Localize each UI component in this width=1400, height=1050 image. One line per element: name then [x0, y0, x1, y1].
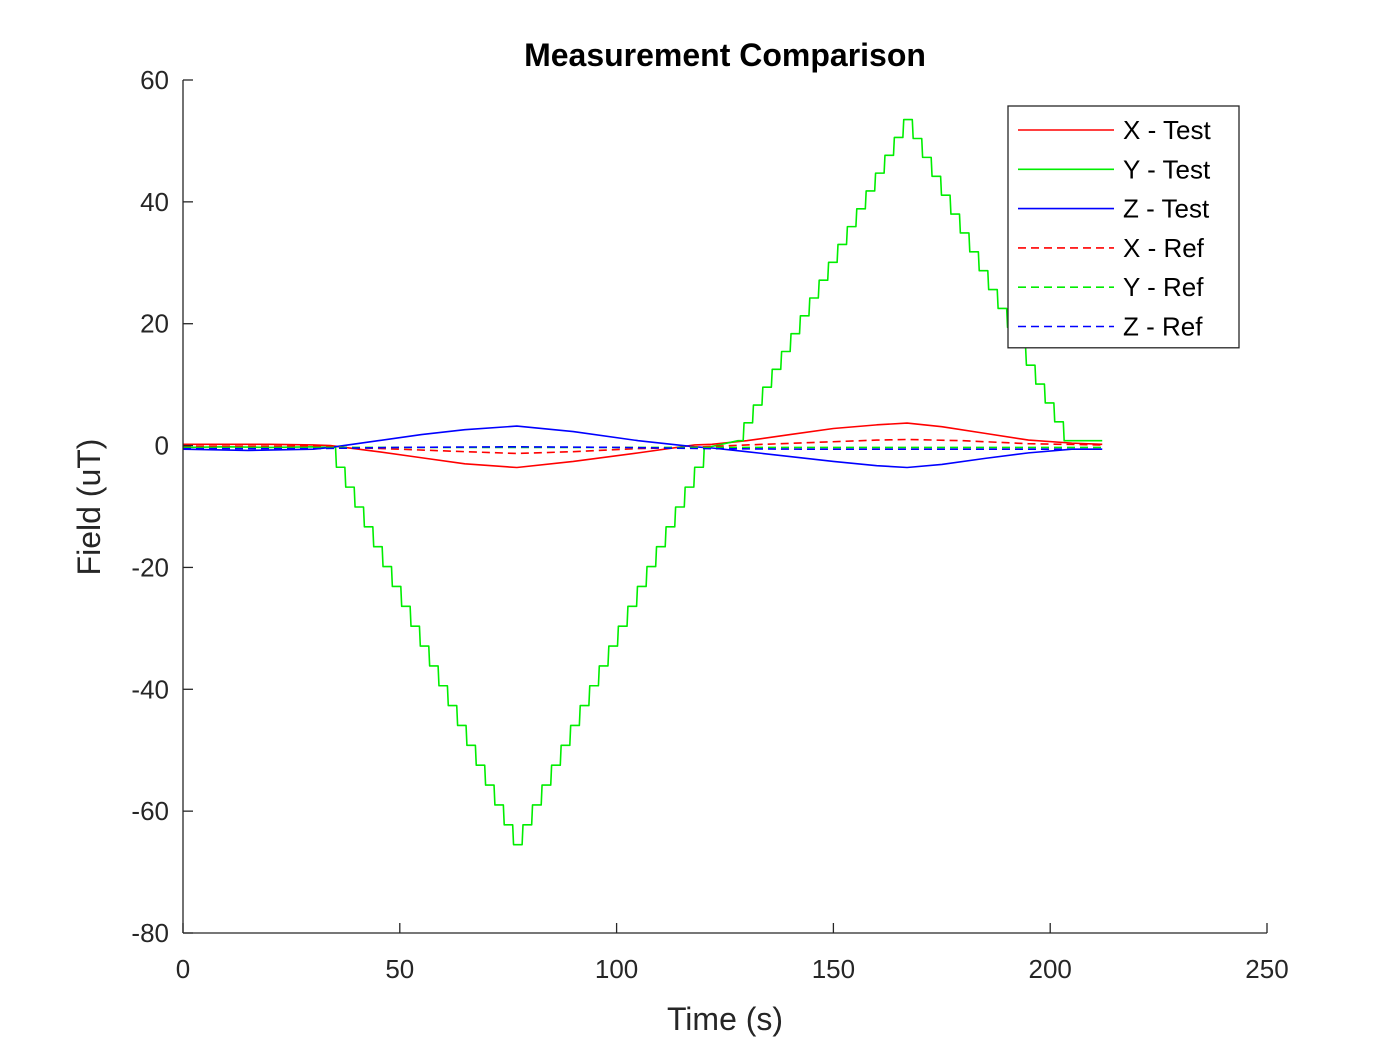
y-tick-label: -60 [131, 796, 169, 826]
series-line-y-test [182, 118, 1103, 846]
series-line-x-ref [183, 438, 1103, 455]
y-axis-label: Field (uT) [71, 439, 107, 576]
legend: X - Test Y - Test Z - Test X - Ref Y - Ref Z … [1007, 105, 1240, 349]
y-tick-label: 40 [140, 187, 169, 217]
legend-label: Y - Ref [1123, 272, 1204, 302]
axes-layer: 0 50 100 150 200 250 -80 -60 -40 -20 0 20 40 60 [131, 65, 1288, 984]
x-tick-label: 150 [812, 954, 855, 984]
chart-title: Measurement Comparison [524, 37, 926, 73]
series-line-x-test [183, 422, 1103, 469]
legend-label: Z - Ref [1123, 312, 1203, 342]
y-tick-label: 20 [140, 309, 169, 339]
x-tick-label: 50 [385, 954, 414, 984]
legend-label: Z - Test [1123, 194, 1210, 224]
y-tick-label: 0 [155, 431, 169, 461]
x-tick-label: 200 [1029, 954, 1072, 984]
legend-label: X - Test [1123, 115, 1211, 145]
y-tick-label: 60 [140, 65, 169, 95]
legend-label: Y - Test [1123, 154, 1211, 184]
series-layer [182, 118, 1103, 846]
x-tick-label: 0 [176, 954, 190, 984]
x-axis-label: Time (s) [667, 1001, 783, 1037]
legend-label: X - Ref [1123, 233, 1205, 263]
legend-box [1007, 105, 1240, 349]
x-tick-label: 100 [595, 954, 638, 984]
y-tick-label: -80 [131, 918, 169, 948]
series-line-z-ref [183, 445, 1103, 451]
x-tick-label: 250 [1245, 954, 1288, 984]
y-tick-label: -40 [131, 674, 169, 704]
y-tick-label: -20 [131, 552, 169, 582]
